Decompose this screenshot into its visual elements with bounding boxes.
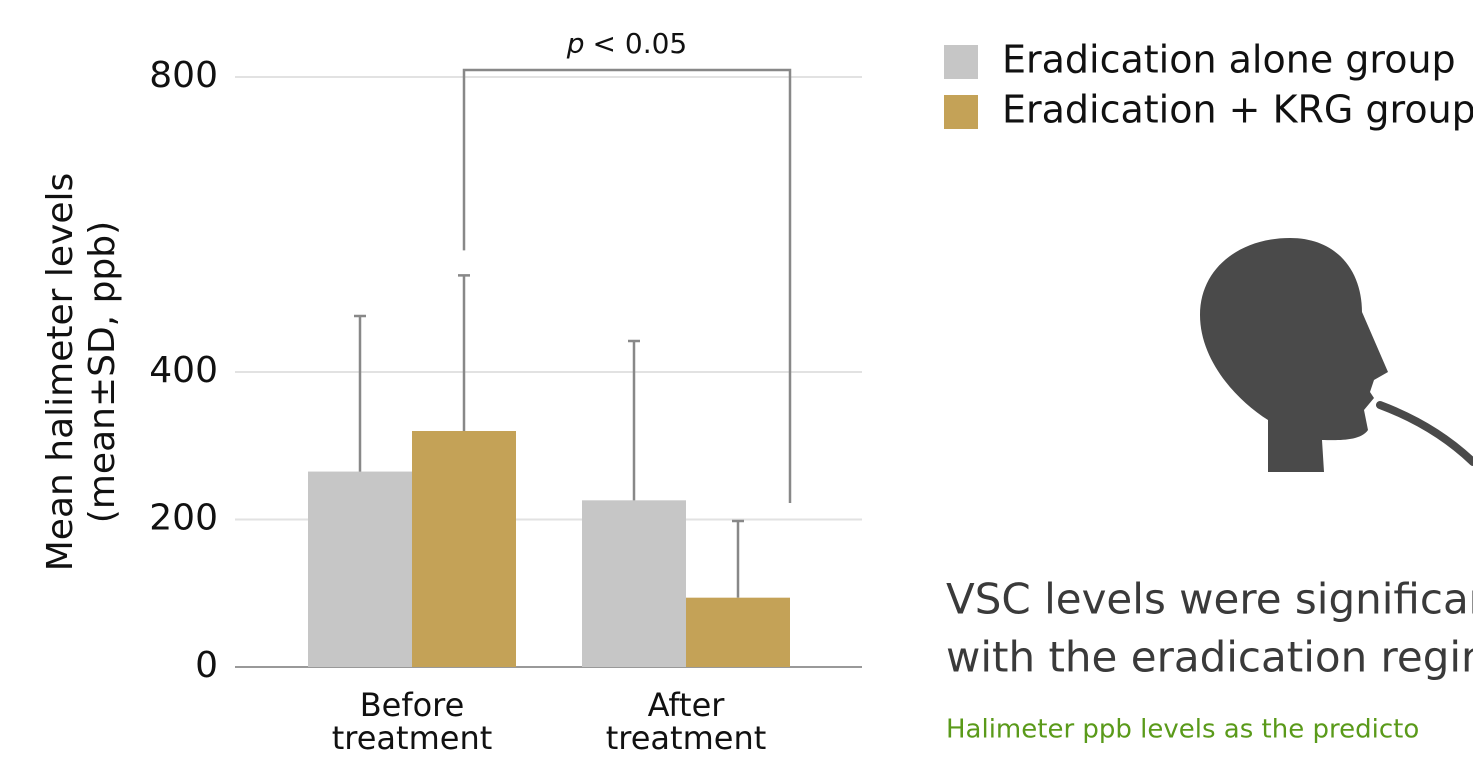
head-icon: [1200, 238, 1473, 472]
caption-note: Halimeter ppb levels as the predicto: [946, 715, 1419, 745]
page: Mean halimeter levels (mean±SD, ppb) VSC…: [0, 0, 1473, 759]
caption-headline: with the eradication regim: [946, 633, 1473, 682]
chart: Mean halimeter levels (mean±SD, ppb) VSC…: [0, 0, 1473, 759]
y-axis-label: (mean±SD, ppb): [82, 221, 123, 523]
bar: [412, 431, 516, 667]
legend-swatch: [944, 95, 978, 129]
bar: [582, 500, 686, 667]
y-axis-label: Mean halimeter levels: [40, 173, 81, 572]
annotation-italic: p: [566, 27, 585, 60]
error-bar: [628, 341, 640, 500]
legend-label: Eradication + KRG group: [1002, 88, 1473, 132]
annotation-text: < 0.05: [593, 27, 688, 60]
error-bar: [354, 316, 366, 472]
y-tick-label: 0: [195, 645, 218, 686]
legend-swatch: [944, 45, 978, 79]
error-bar: [458, 275, 470, 431]
y-tick-label: 200: [149, 498, 218, 539]
legend-label: Eradication alone group: [1002, 38, 1456, 82]
bar: [686, 598, 790, 667]
y-tick-label: 400: [149, 350, 218, 391]
annotation: p< 0.05: [566, 27, 688, 60]
y-tick-label: 800: [149, 55, 218, 96]
error-bar: [732, 521, 744, 598]
caption-headline: VSC levels were significan: [946, 575, 1473, 624]
bar: [308, 472, 412, 667]
